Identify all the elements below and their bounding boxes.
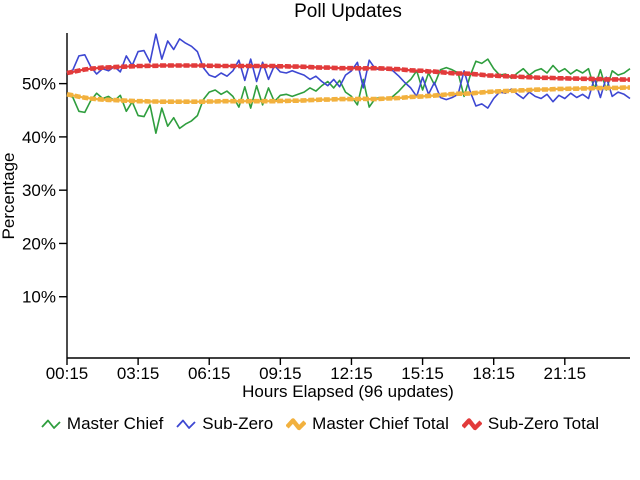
legend-swatch-path: [176, 419, 196, 429]
legend-swatch-path: [41, 419, 61, 429]
y-tick-label: 10%: [22, 288, 56, 307]
y-tick-label: 20%: [22, 234, 56, 253]
series-master-chief-line: [66, 58, 631, 134]
y-tick-label: 30%: [22, 181, 56, 200]
legend-swatch-path: [461, 417, 482, 430]
x-tick-label: 06:15: [188, 364, 231, 383]
x-tick-label: 18:15: [472, 364, 515, 383]
legend-label: Sub-Zero Total: [487, 414, 600, 433]
y-tick-label: 50%: [22, 75, 56, 94]
x-tick-label: 12:15: [330, 364, 373, 383]
series-sub-zero-line: [66, 33, 631, 109]
legend-label: Sub-Zero: [202, 414, 274, 433]
x-tick-label: 21:15: [544, 364, 587, 383]
legend-label: Master Chief Total: [312, 414, 449, 433]
series-sub-zero-total-line: [66, 63, 630, 82]
series-lines: [66, 33, 631, 134]
x-tick-label: 15:15: [401, 364, 444, 383]
sub-zero-total-line-icon: [461, 417, 482, 430]
master-chief-line-icon: [41, 419, 61, 429]
legend-swatch-path: [286, 417, 307, 430]
chart-title: Poll Updates: [294, 1, 402, 22]
x-axis-title: Hours Elapsed (96 updates): [242, 382, 454, 401]
y-tick-label: 40%: [22, 128, 56, 147]
legend: Master Chief Sub-Zero Master Chief Total Su…: [0, 414, 640, 434]
series-master-chief-total-line: [66, 85, 630, 104]
legend-label: Master Chief: [66, 414, 164, 433]
master-chief-total-line-icon: [286, 417, 307, 430]
y-axis-title: Percentage: [0, 153, 18, 240]
sub-zero-line-icon: [176, 419, 196, 429]
axes: 10% 20% 30% 40% 50% 00:15 03:15 06:15 09:15 12:15…: [22, 33, 630, 383]
legend-item-master-chief-total: Master Chief Total: [286, 414, 449, 434]
legend-item-sub-zero-total: Sub-Zero Total: [461, 414, 600, 434]
x-tick-label: 00:15: [46, 364, 89, 383]
legend-item-master-chief: Master Chief: [41, 414, 163, 434]
legend-item-sub-zero: Sub-Zero: [176, 414, 273, 434]
x-tick-label: 09:15: [259, 364, 302, 383]
x-tick-label: 03:15: [117, 364, 160, 383]
